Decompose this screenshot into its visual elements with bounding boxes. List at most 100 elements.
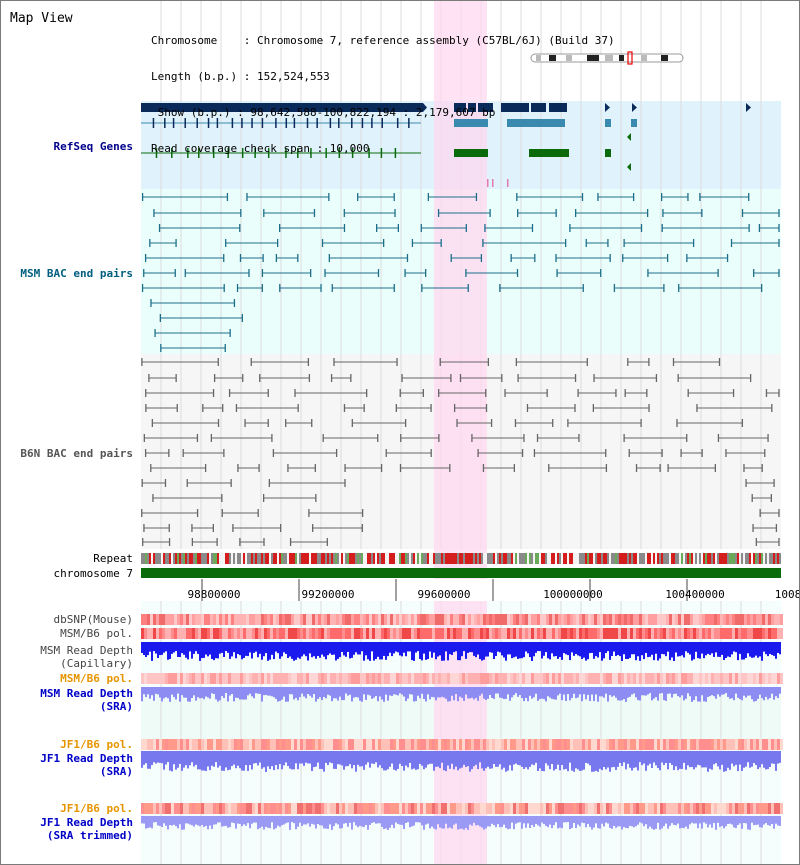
pol-cell (732, 673, 735, 684)
pol-cell (225, 628, 228, 639)
pol-cell (729, 673, 732, 684)
repeat-mark (359, 553, 361, 564)
depth-bar (335, 816, 337, 824)
dbsnp-cell (186, 614, 189, 625)
dbsnp-cell (570, 614, 573, 625)
pol-cell (780, 803, 783, 814)
depth-bar (223, 816, 225, 827)
pol-cell (588, 673, 591, 684)
repeat-mark (599, 553, 601, 564)
depth-bar (521, 642, 523, 659)
depth-bar (271, 816, 273, 823)
depth-bar (217, 687, 219, 702)
pol-cell (147, 739, 150, 750)
depth-bar (491, 816, 493, 824)
depth-bar (351, 751, 353, 769)
depth-bar (211, 687, 213, 694)
dbsnp-cell (672, 614, 675, 625)
depth-bar (279, 816, 281, 827)
repeat-mark (281, 553, 283, 564)
depth-bar (735, 816, 737, 829)
depth-bar (565, 642, 567, 655)
pol-cell (186, 739, 189, 750)
depth-bar (253, 642, 255, 653)
pol-cell (705, 628, 708, 639)
depth-bar (413, 642, 415, 661)
pol-cell (357, 673, 360, 684)
dbsnp-cell (594, 614, 597, 625)
repeat-mark (509, 553, 511, 564)
depth-bar (177, 816, 179, 829)
pol-cell (525, 803, 528, 814)
depth-bar (225, 751, 227, 768)
dbsnp-cell (750, 614, 753, 625)
pol-cell (432, 628, 435, 639)
pol-cell (708, 673, 711, 684)
repeat-mark (567, 553, 569, 564)
depth-bar (165, 816, 167, 826)
repeat-mark (629, 553, 631, 564)
depth-bar (483, 816, 485, 830)
dbsnp-cell (705, 614, 708, 625)
depth-bar (241, 751, 243, 771)
depth-bar (533, 751, 535, 766)
depth-bar (779, 816, 781, 826)
pol-cell (357, 803, 360, 814)
depth-bar (657, 687, 659, 701)
pol-cell (303, 739, 306, 750)
pol-cell (504, 739, 507, 750)
depth-bar (725, 751, 727, 772)
dbsnp-cell (243, 614, 246, 625)
pol-cell (660, 628, 663, 639)
depth-bar (749, 687, 751, 696)
repeat-mark (257, 553, 259, 564)
depth-bar (701, 642, 703, 654)
depth-bar (215, 751, 217, 763)
depth-bar (361, 816, 363, 827)
pol-cell (249, 628, 252, 639)
depth-bar (251, 816, 253, 824)
dbsnp-cell (534, 614, 537, 625)
depth-bar (285, 751, 287, 763)
depth-bar (393, 816, 395, 829)
pol-cell (348, 803, 351, 814)
pol-cell (288, 803, 291, 814)
depth-bar (625, 687, 627, 702)
pol-cell (279, 673, 282, 684)
depth-bar (445, 687, 447, 699)
repeat-mark (481, 553, 483, 564)
depth-bar (159, 816, 161, 826)
ideogram-band (661, 55, 668, 61)
pol-cell (180, 628, 183, 639)
pol-cell (222, 628, 225, 639)
depth-bar (689, 751, 691, 768)
pol-cell (249, 673, 252, 684)
depth-bar (701, 816, 703, 829)
gene-block (141, 103, 423, 112)
dbsnp-cell (315, 614, 318, 625)
depth-bar (265, 687, 267, 695)
pol-cell (144, 739, 147, 750)
depth-bar (421, 687, 423, 694)
pol-cell (684, 628, 687, 639)
depth-bar (495, 642, 497, 657)
depth-bar (207, 642, 209, 657)
repeat-mark (199, 553, 201, 564)
depth-bar (495, 687, 497, 694)
repeat-mark (245, 553, 247, 564)
depth-bar (713, 687, 715, 697)
pol-cell (594, 803, 597, 814)
depth-bar (591, 816, 593, 830)
pol-cell (522, 673, 525, 684)
depth-bar (315, 687, 317, 702)
repeat-mark (533, 553, 535, 564)
pol-cell (336, 739, 339, 750)
depth-bar (243, 642, 245, 658)
pol-cell (270, 673, 273, 684)
depth-bar (607, 751, 609, 768)
dbsnp-cell (618, 614, 621, 625)
depth-bar (245, 751, 247, 766)
depth-bar (329, 642, 331, 654)
repeat-mark (357, 553, 359, 564)
